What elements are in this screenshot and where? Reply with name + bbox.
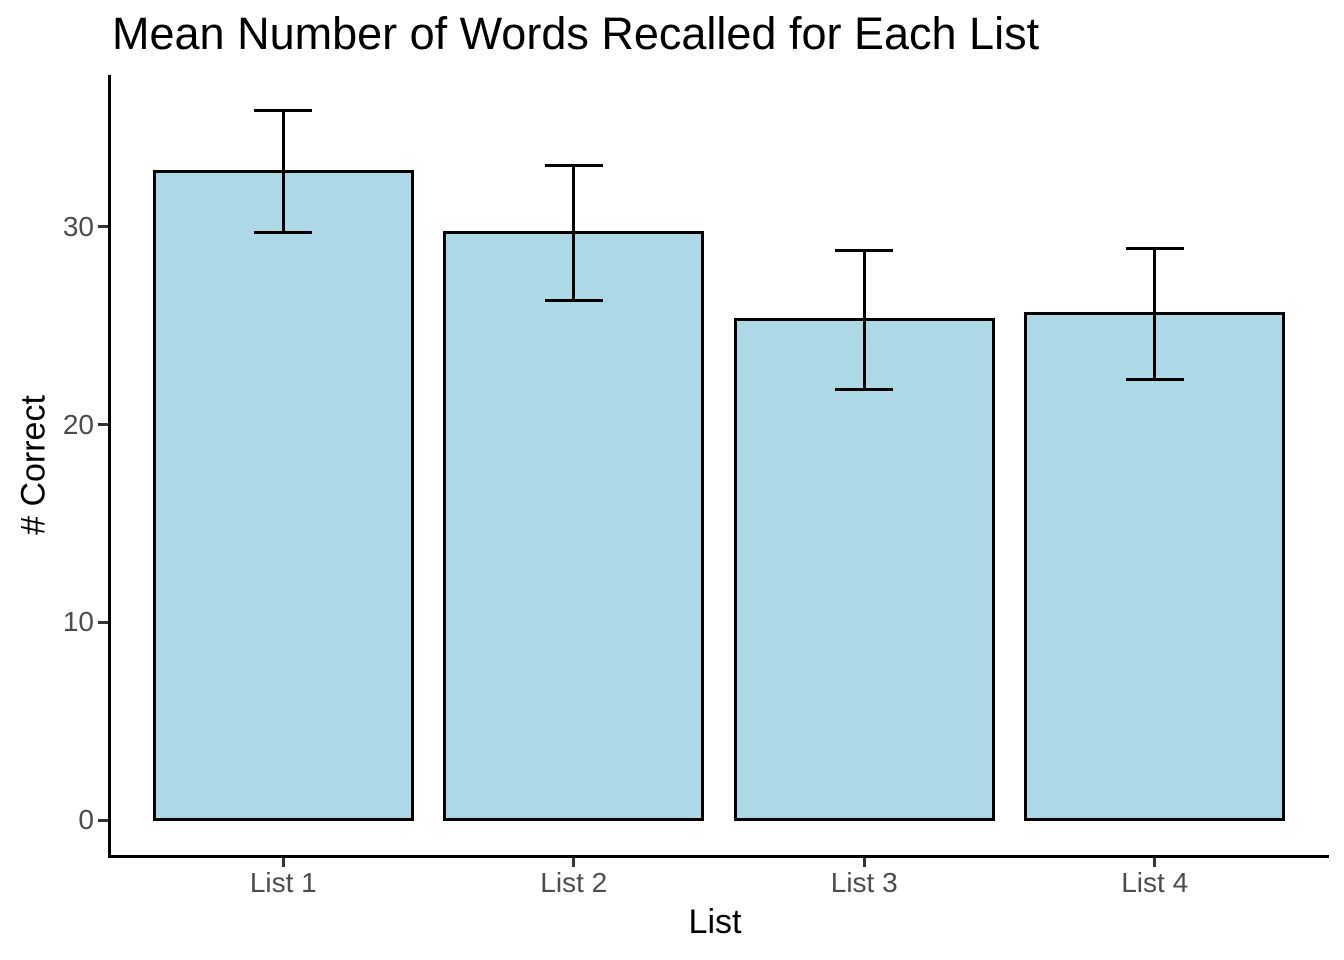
y-tick-label: 10 xyxy=(62,606,94,638)
errorbar-cap-top-list-4 xyxy=(1125,247,1184,251)
x-tick-label: List 4 xyxy=(1121,867,1189,898)
errorbar-cap-bottom-list-2 xyxy=(544,298,603,302)
bar-list-3 xyxy=(733,318,995,822)
errorbar-cap-top-list-3 xyxy=(835,249,894,253)
x-tick-mark xyxy=(572,857,576,867)
x-tick-label: List 2 xyxy=(540,867,608,898)
bar-list-1 xyxy=(152,170,414,822)
y-axis-line xyxy=(107,75,111,858)
x-tick-mark xyxy=(1153,857,1157,867)
y-tick-mark xyxy=(97,620,108,624)
bar-list-2 xyxy=(443,231,705,822)
errorbar-cap-bottom-list-1 xyxy=(254,231,313,235)
y-tick-mark xyxy=(97,225,108,229)
y-tick-label: 30 xyxy=(62,210,94,242)
y-tick-mark xyxy=(97,818,108,822)
errorbar-cap-bottom-list-4 xyxy=(1125,377,1184,381)
errorbar-vline-list-1 xyxy=(281,110,285,233)
y-tick-mark xyxy=(97,423,108,427)
x-axis-title: List xyxy=(688,903,742,941)
bar-list-4 xyxy=(1024,312,1286,822)
errorbar-vline-list-4 xyxy=(1153,248,1157,380)
y-tick-label: 20 xyxy=(62,408,94,440)
x-tick-mark xyxy=(281,857,285,867)
x-tick-mark xyxy=(862,857,866,867)
x-axis-line xyxy=(107,854,1329,858)
x-tick-label: List 1 xyxy=(249,867,317,898)
errorbar-cap-bottom-list-3 xyxy=(835,387,894,391)
errorbar-cap-top-list-2 xyxy=(544,164,603,168)
errorbar-vline-list-3 xyxy=(862,250,866,390)
y-tick-label: 0 xyxy=(78,804,94,835)
errorbar-vline-list-2 xyxy=(572,165,576,301)
errorbar-cap-top-list-1 xyxy=(254,108,313,112)
chart-title: Mean Number of Words Recalled for Each L… xyxy=(112,8,1040,59)
x-tick-label: List 3 xyxy=(830,867,898,898)
